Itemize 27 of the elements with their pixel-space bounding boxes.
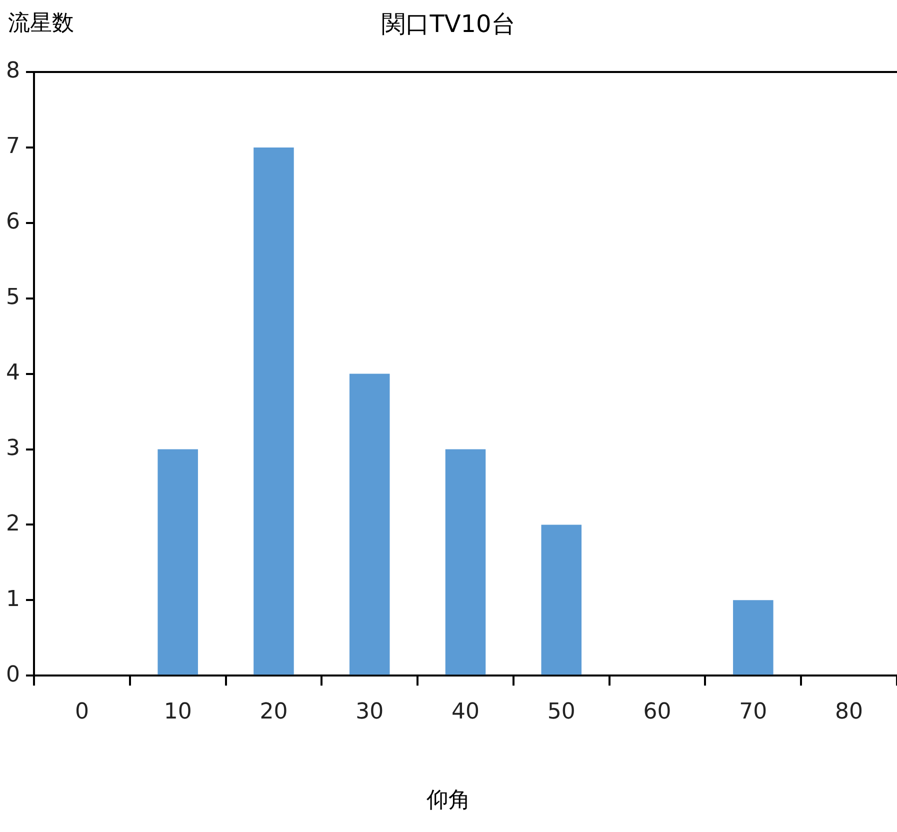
x-tick-label: 60 xyxy=(643,700,672,725)
y-tick-label: 5 xyxy=(6,285,20,310)
bar xyxy=(158,449,198,675)
x-tick-label: 10 xyxy=(164,700,192,725)
bar xyxy=(349,374,390,675)
y-tick-label: 8 xyxy=(6,58,20,84)
x-tick-label: 20 xyxy=(260,700,288,725)
y-tick-label: 2 xyxy=(6,511,20,536)
bar xyxy=(541,524,582,675)
x-tick-label: 40 xyxy=(452,700,480,725)
x-tick-label: 80 xyxy=(835,700,864,725)
bar xyxy=(254,147,294,675)
chart-title: 関口TV10台 xyxy=(382,10,516,38)
bar xyxy=(445,449,486,675)
x-tick-label: 70 xyxy=(739,700,768,725)
x-tick-label: 0 xyxy=(74,700,89,725)
x-tick-label: 30 xyxy=(356,700,384,725)
y-tick-label: 1 xyxy=(6,586,20,612)
y-tick-label: 6 xyxy=(6,210,20,235)
bar xyxy=(733,600,774,675)
y-axis-title: 流星数 xyxy=(8,10,74,38)
y-tick-label: 4 xyxy=(6,360,20,386)
x-tick-label: 50 xyxy=(547,700,576,725)
y-tick-label: 0 xyxy=(6,662,20,688)
y-tick-label: 3 xyxy=(6,436,20,461)
x-axis-title: 仰角 xyxy=(426,787,472,815)
y-tick-label: 7 xyxy=(6,134,20,160)
